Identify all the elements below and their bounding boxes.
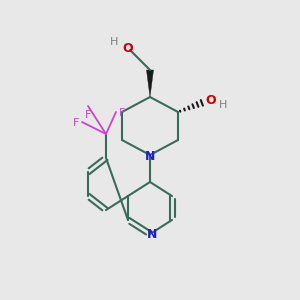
Text: F: F — [85, 110, 91, 120]
Text: N: N — [145, 149, 155, 163]
Text: O: O — [123, 43, 133, 56]
Text: N: N — [147, 229, 157, 242]
Text: F: F — [73, 118, 79, 128]
Text: O: O — [206, 94, 216, 107]
Text: F: F — [119, 108, 125, 118]
Text: H: H — [110, 37, 118, 47]
Polygon shape — [146, 70, 154, 97]
Text: H: H — [219, 100, 227, 110]
